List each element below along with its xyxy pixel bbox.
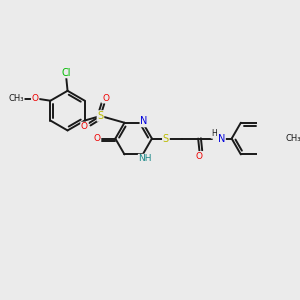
Text: N: N	[218, 134, 225, 144]
Text: O: O	[81, 122, 88, 131]
Text: CH₃: CH₃	[8, 94, 24, 103]
Text: S: S	[163, 134, 169, 144]
Text: N: N	[140, 116, 148, 127]
Text: H: H	[211, 129, 217, 138]
Text: CH₃: CH₃	[285, 134, 300, 143]
Text: O: O	[93, 134, 100, 143]
Text: Cl: Cl	[61, 68, 71, 77]
Text: O: O	[196, 152, 203, 161]
Text: O: O	[32, 94, 39, 103]
Text: NH: NH	[139, 154, 152, 164]
Text: O: O	[102, 94, 109, 103]
Text: S: S	[98, 111, 103, 121]
